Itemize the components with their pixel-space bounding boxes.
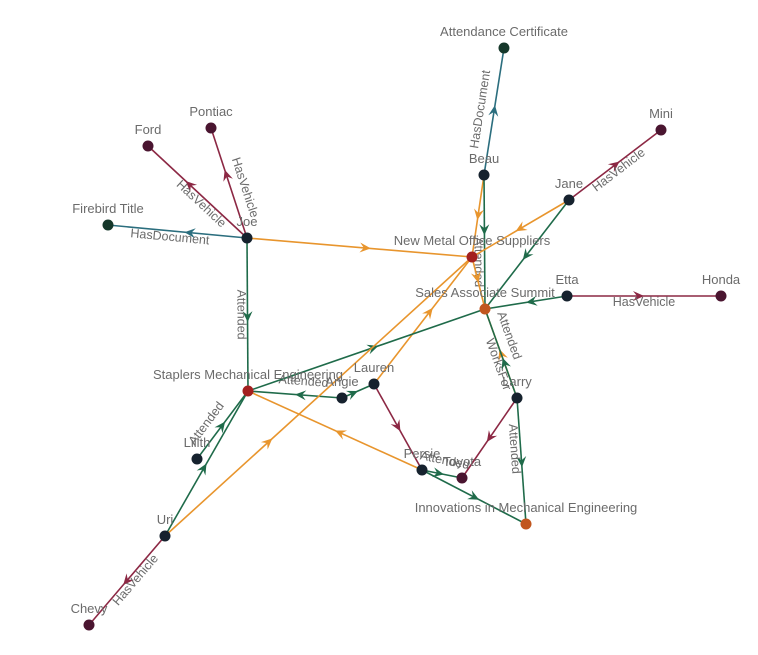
svg-text:Sales Associate Summit: Sales Associate Summit (415, 285, 555, 300)
svg-text:Attendance Certificate: Attendance Certificate (440, 24, 568, 39)
svg-text:HasVehicle: HasVehicle (613, 295, 676, 309)
svg-text:Etta: Etta (555, 272, 579, 287)
svg-text:Lauren: Lauren (354, 360, 394, 375)
svg-text:Staplers Mechanical Engineerin: Staplers Mechanical Engineering (153, 367, 343, 382)
svg-text:Lilith: Lilith (184, 435, 211, 450)
svg-text:Joe: Joe (237, 214, 258, 229)
svg-text:Innovations in Mechanical Engi: Innovations in Mechanical Engineering (415, 500, 638, 515)
svg-text:Beau: Beau (469, 151, 499, 166)
svg-text:Attended: Attended (234, 290, 248, 340)
svg-text:Chevy: Chevy (71, 601, 108, 616)
svg-text:Persie: Persie (404, 446, 441, 461)
svg-text:Larry: Larry (502, 374, 532, 389)
svg-text:Honda: Honda (702, 272, 741, 287)
svg-text:Ford: Ford (135, 122, 162, 137)
svg-text:Uri: Uri (157, 512, 174, 527)
svg-text:Mini: Mini (649, 106, 673, 121)
svg-text:Toyota: Toyota (443, 454, 482, 469)
svg-text:Firebird Title: Firebird Title (72, 201, 144, 216)
svg-text:Pontiac: Pontiac (189, 104, 233, 119)
svg-text:New Metal Office Suppliers: New Metal Office Suppliers (394, 233, 551, 248)
svg-text:Jane: Jane (555, 176, 583, 191)
